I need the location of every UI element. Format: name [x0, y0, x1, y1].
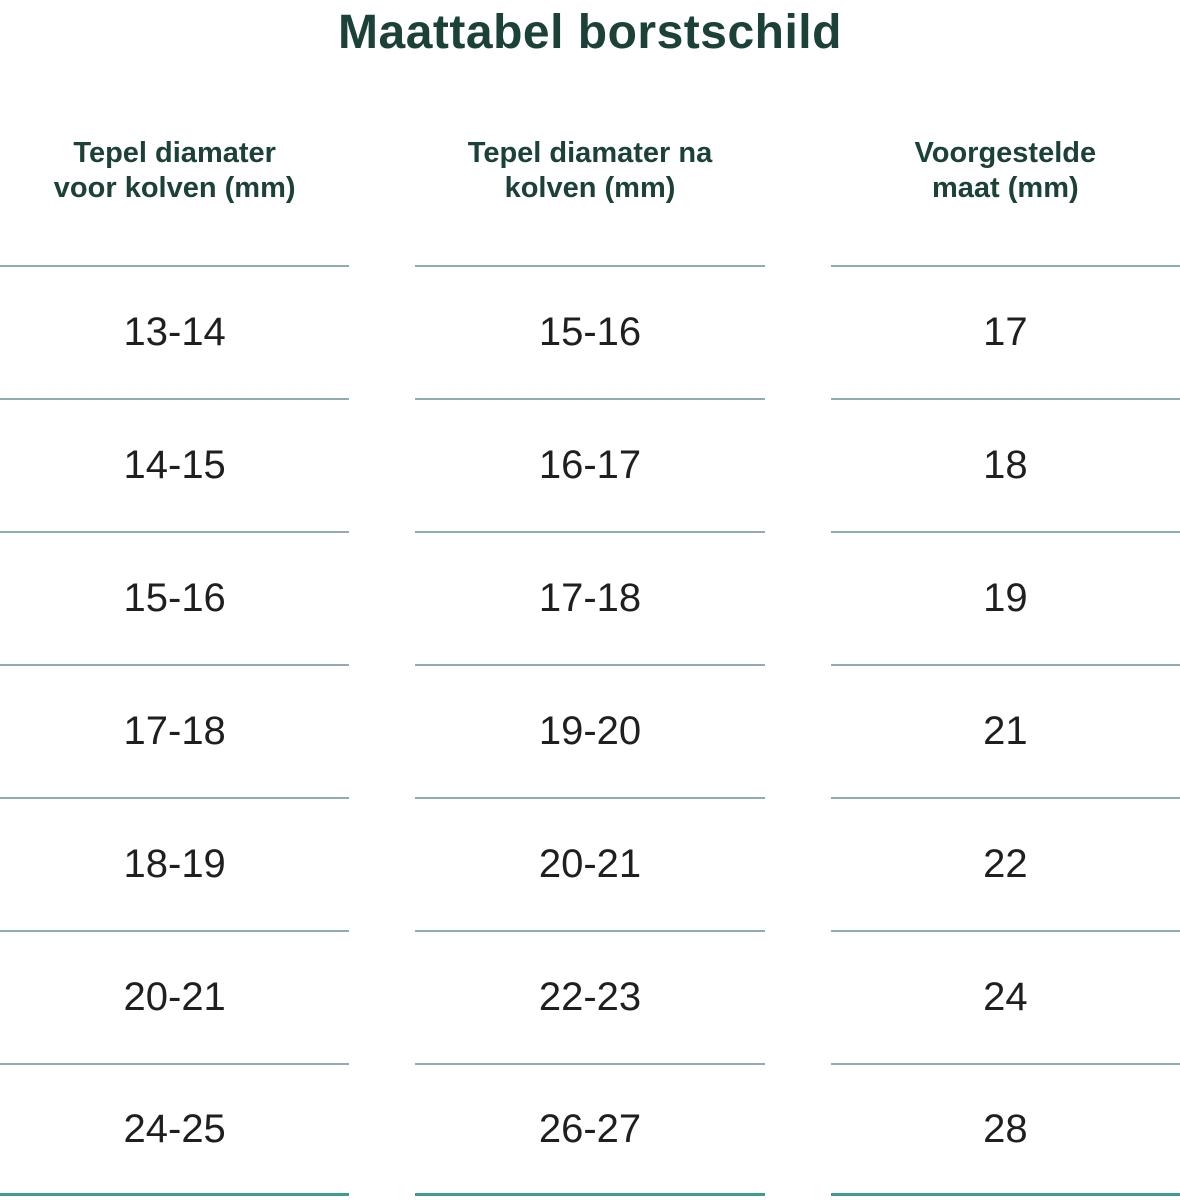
table-cell: 24-25 — [0, 1063, 350, 1196]
table-cell: 20-21 — [0, 930, 350, 1063]
table-cell: 22 — [830, 797, 1180, 930]
table-cell: 26-27 — [415, 1063, 765, 1196]
column-header-line2: voor kolven (mm) — [53, 172, 296, 204]
column-header-line1: Voorgestelde — [914, 137, 1097, 169]
table-cell: 15-16 — [0, 531, 350, 664]
table-cell: 18-19 — [0, 797, 350, 930]
table-cell: 15-16 — [415, 265, 765, 398]
table-cell: 21 — [830, 664, 1180, 797]
table-cell: 14-15 — [0, 398, 350, 531]
column-header-diameter-before: Tepel diamater voor kolven (mm) — [0, 133, 349, 265]
column-header-line1: Tepel diamater na — [467, 137, 713, 169]
table-cell: 22-23 — [415, 930, 765, 1063]
table-cell: 18 — [830, 398, 1180, 531]
table-cell: 17-18 — [415, 531, 765, 664]
column-header-line2: kolven (mm) — [504, 172, 676, 204]
table-cell: 13-14 — [0, 265, 350, 398]
table-cell: 17-18 — [0, 664, 350, 797]
table-cell: 19 — [830, 531, 1180, 664]
table-cell: 17 — [830, 265, 1180, 398]
table-cell: 19-20 — [415, 664, 765, 797]
page-title: Maattabel borstschild — [338, 6, 842, 59]
column-header-suggested-size: Voorgestelde maat (mm) — [831, 133, 1180, 265]
column-header-line2: maat (mm) — [932, 172, 1079, 204]
table-cell: 28 — [830, 1063, 1180, 1196]
table-cell: 20-21 — [415, 797, 765, 930]
size-table: Tepel diamater voor kolven (mm) Tepel di… — [0, 133, 1180, 1196]
table-cell: 24 — [830, 930, 1180, 1063]
column-header-diameter-after: Tepel diamater na kolven (mm) — [415, 133, 764, 265]
column-header-line1: Tepel diamater — [73, 137, 276, 169]
table-cell: 16-17 — [415, 398, 765, 531]
